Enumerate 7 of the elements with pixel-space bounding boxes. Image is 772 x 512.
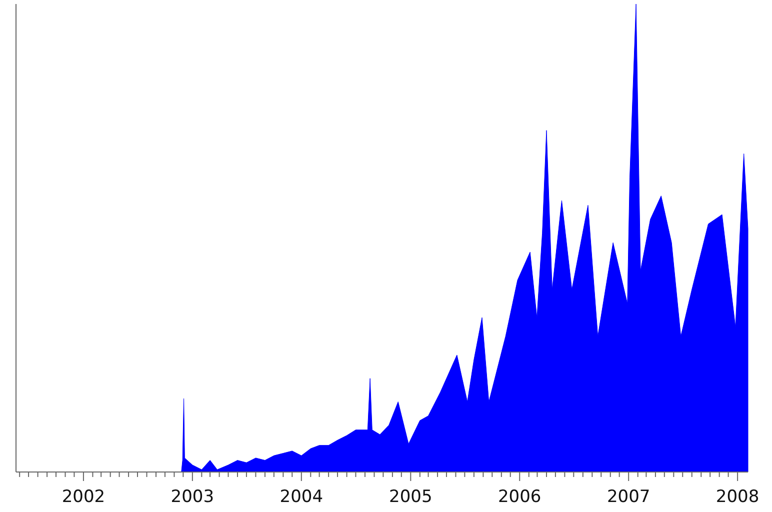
x-tick-label: 2007 (606, 487, 650, 507)
x-tick-label: 2004 (280, 487, 324, 507)
x-tick-label: 2003 (170, 487, 214, 507)
x-tick-label: 2005 (389, 487, 432, 507)
x-tick-label: 2008 (716, 487, 760, 507)
x-tick-label: 2006 (498, 487, 542, 507)
x-tick-label: 2002 (62, 487, 106, 507)
